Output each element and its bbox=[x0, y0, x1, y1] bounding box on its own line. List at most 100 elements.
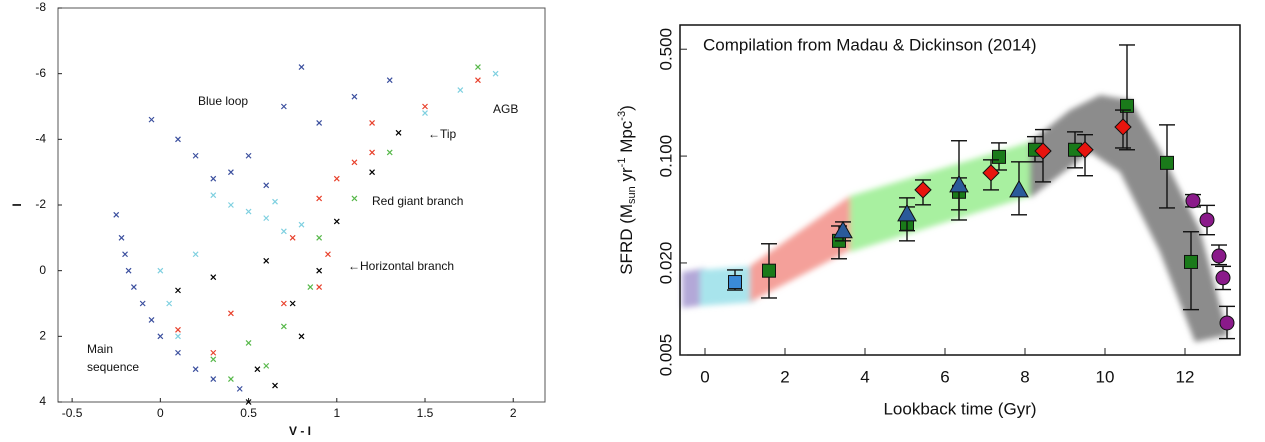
marker bbox=[762, 263, 776, 278]
annotation: Red giant branch bbox=[372, 194, 463, 208]
point bbox=[280, 323, 287, 330]
point bbox=[316, 234, 323, 241]
point bbox=[457, 87, 464, 94]
y-label-part: SFRD (M bbox=[617, 204, 636, 275]
point bbox=[148, 316, 155, 323]
point bbox=[351, 195, 358, 202]
annotation: Blue loop bbox=[198, 94, 248, 108]
error-bar bbox=[1183, 231, 1199, 311]
point bbox=[192, 251, 199, 258]
point bbox=[175, 136, 181, 143]
x-tick-label: 1 bbox=[333, 406, 340, 420]
point bbox=[369, 119, 376, 126]
point bbox=[369, 149, 376, 156]
annotation: ←Tip bbox=[428, 127, 457, 141]
marker bbox=[1076, 141, 1094, 159]
point bbox=[227, 169, 234, 176]
y-axis-label: SFRD (Msun yr-1 Mpc-3) bbox=[616, 105, 638, 275]
marker bbox=[1114, 118, 1132, 136]
point bbox=[289, 300, 296, 307]
marker bbox=[914, 181, 932, 199]
x-axis-label: V - I bbox=[289, 424, 311, 438]
y-label-sup: -1 bbox=[616, 158, 628, 168]
title-box bbox=[697, 32, 1109, 60]
point bbox=[395, 129, 402, 136]
point bbox=[316, 284, 323, 291]
x-tick-label: 10 bbox=[1096, 367, 1115, 386]
point bbox=[386, 149, 393, 156]
point bbox=[272, 382, 278, 389]
point bbox=[192, 366, 199, 373]
point bbox=[492, 70, 499, 77]
annotation: sequence bbox=[87, 360, 139, 374]
point bbox=[263, 215, 270, 222]
marker bbox=[1199, 212, 1215, 228]
point bbox=[175, 349, 181, 356]
point bbox=[175, 287, 181, 294]
point bbox=[289, 234, 296, 241]
marker bbox=[1120, 98, 1134, 113]
y-label-part: ) bbox=[617, 105, 636, 111]
x-tick-label: 0 bbox=[700, 367, 709, 386]
marker bbox=[1185, 193, 1201, 209]
y-axis-label: I bbox=[10, 203, 24, 206]
x-tick-label: 8 bbox=[1020, 367, 1029, 386]
x-tick-label: 2 bbox=[780, 367, 789, 386]
point bbox=[245, 152, 252, 159]
point bbox=[475, 77, 481, 84]
point bbox=[210, 192, 217, 199]
marker bbox=[1184, 254, 1198, 269]
x-axis-label: Lookback time (Gyr) bbox=[883, 399, 1036, 418]
point bbox=[175, 333, 181, 340]
point bbox=[307, 284, 314, 291]
y-tick-label: 0.020 bbox=[656, 242, 675, 285]
x-tick-label: 0 bbox=[157, 406, 164, 420]
point bbox=[157, 333, 164, 340]
point bbox=[227, 202, 234, 208]
point bbox=[118, 234, 125, 241]
point bbox=[122, 251, 128, 258]
y-tick-label: -2 bbox=[35, 197, 46, 211]
point bbox=[386, 77, 393, 84]
x-tick-label: 1.5 bbox=[417, 406, 434, 420]
point bbox=[475, 64, 481, 71]
point bbox=[166, 300, 173, 307]
annotation: Main bbox=[87, 342, 113, 356]
point bbox=[113, 211, 120, 218]
y-tick-label: 0.005 bbox=[656, 334, 675, 377]
marker bbox=[949, 174, 969, 193]
point bbox=[422, 103, 428, 110]
point bbox=[192, 152, 199, 159]
point bbox=[139, 300, 146, 307]
marker bbox=[1034, 142, 1052, 160]
chart-title: Compilation from Madau & Dickinson (2014… bbox=[703, 35, 1037, 54]
point bbox=[263, 182, 270, 189]
point bbox=[422, 110, 428, 116]
point bbox=[148, 116, 155, 123]
y-tick-label: 0.100 bbox=[656, 135, 675, 178]
point bbox=[280, 228, 287, 235]
background-clouds bbox=[682, 95, 1228, 342]
point bbox=[245, 399, 252, 405]
point bbox=[298, 64, 305, 71]
point bbox=[263, 257, 270, 264]
y-label-part: Mpc bbox=[617, 120, 636, 157]
point bbox=[210, 274, 217, 281]
marker bbox=[728, 275, 742, 290]
marker bbox=[1160, 155, 1174, 170]
point bbox=[298, 333, 305, 340]
point bbox=[351, 93, 358, 100]
point bbox=[369, 169, 376, 176]
y-tick-label: 4 bbox=[39, 394, 46, 408]
annotation: ←Horizontal branch bbox=[348, 259, 454, 273]
point bbox=[210, 349, 217, 356]
point bbox=[245, 208, 252, 215]
marker bbox=[1215, 270, 1231, 286]
point bbox=[227, 310, 234, 317]
y-label-sub: sun bbox=[626, 186, 638, 204]
point bbox=[298, 221, 305, 228]
x-tick-label: 4 bbox=[860, 367, 869, 386]
marker bbox=[1211, 248, 1227, 264]
point bbox=[125, 267, 132, 274]
